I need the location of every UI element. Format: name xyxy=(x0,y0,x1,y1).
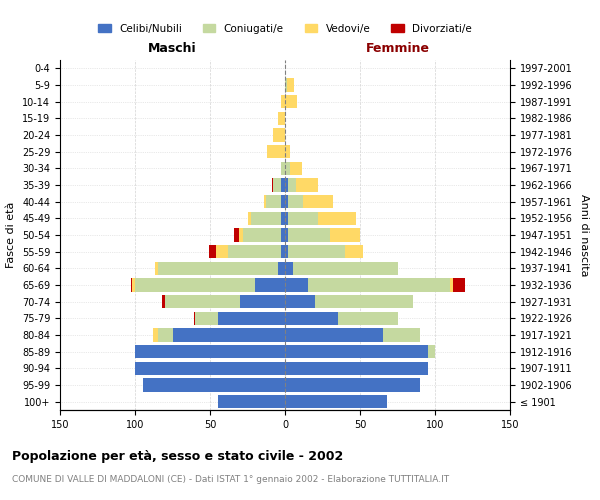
Bar xyxy=(131,278,132,291)
Bar xyxy=(277,112,285,125)
Bar xyxy=(157,262,277,275)
Y-axis label: Anni di nascita: Anni di nascita xyxy=(579,194,589,276)
Bar xyxy=(281,95,285,108)
Bar xyxy=(293,262,398,275)
Bar xyxy=(155,262,157,275)
Bar xyxy=(288,228,330,241)
Bar xyxy=(285,212,288,225)
Bar xyxy=(228,245,281,258)
Bar xyxy=(303,195,333,208)
Y-axis label: Fasce di età: Fasce di età xyxy=(7,202,16,268)
Bar xyxy=(285,395,387,408)
Bar xyxy=(281,162,285,175)
Bar xyxy=(153,328,157,342)
Bar xyxy=(165,295,240,308)
Bar xyxy=(450,278,453,291)
Bar xyxy=(285,328,383,342)
Bar xyxy=(218,395,285,408)
Bar xyxy=(290,162,302,175)
Bar xyxy=(345,245,363,258)
Bar xyxy=(281,245,285,258)
Bar xyxy=(193,312,195,325)
Bar xyxy=(173,328,285,342)
Bar xyxy=(285,312,337,325)
Bar xyxy=(135,345,285,358)
Bar xyxy=(285,162,290,175)
Bar xyxy=(267,145,285,158)
Text: COMUNE DI VALLE DI MADDALONI (CE) - Dati ISTAT 1° gennaio 2002 - Elaborazione TU: COMUNE DI VALLE DI MADDALONI (CE) - Dati… xyxy=(12,475,449,484)
Bar xyxy=(308,278,450,291)
Bar xyxy=(281,195,285,208)
Bar xyxy=(143,378,285,392)
Bar xyxy=(240,295,285,308)
Bar xyxy=(285,195,288,208)
Bar xyxy=(264,195,265,208)
Bar xyxy=(248,212,251,225)
Legend: Celibi/Nubili, Coniugati/e, Vedovi/e, Divorziati/e: Celibi/Nubili, Coniugati/e, Vedovi/e, Di… xyxy=(94,20,476,38)
Bar xyxy=(243,228,281,241)
Bar xyxy=(157,328,173,342)
Bar xyxy=(135,362,285,375)
Bar xyxy=(195,312,218,325)
Bar xyxy=(285,378,420,392)
Bar xyxy=(288,212,318,225)
Bar xyxy=(285,362,427,375)
Bar xyxy=(251,212,281,225)
Bar xyxy=(132,278,135,291)
Text: Popolazione per età, sesso e stato civile - 2002: Popolazione per età, sesso e stato civil… xyxy=(12,450,343,463)
Bar xyxy=(285,295,315,308)
Bar xyxy=(281,212,285,225)
Bar xyxy=(281,178,285,192)
Bar xyxy=(330,228,360,241)
Bar xyxy=(218,312,285,325)
Bar xyxy=(337,312,398,325)
Bar xyxy=(285,278,308,291)
Bar xyxy=(277,262,285,275)
Bar xyxy=(285,262,293,275)
Bar xyxy=(255,278,285,291)
Bar xyxy=(216,245,228,258)
Bar xyxy=(265,195,281,208)
Bar xyxy=(318,212,355,225)
Bar xyxy=(296,178,318,192)
Bar xyxy=(285,245,288,258)
Bar xyxy=(285,95,297,108)
Bar xyxy=(288,195,303,208)
Bar xyxy=(315,295,413,308)
Bar xyxy=(427,345,435,358)
Bar xyxy=(383,328,420,342)
Bar xyxy=(135,278,255,291)
Bar xyxy=(281,228,285,241)
Bar xyxy=(209,245,216,258)
Bar xyxy=(288,245,345,258)
Bar xyxy=(285,145,290,158)
Bar xyxy=(453,278,465,291)
Text: Maschi: Maschi xyxy=(148,42,197,55)
Bar xyxy=(239,228,243,241)
Bar xyxy=(285,228,288,241)
Bar xyxy=(287,78,294,92)
Text: Femmine: Femmine xyxy=(365,42,430,55)
Bar xyxy=(285,78,287,92)
Bar xyxy=(273,178,281,192)
Bar xyxy=(271,178,273,192)
Bar xyxy=(285,178,288,192)
Bar xyxy=(288,178,296,192)
Bar xyxy=(162,295,165,308)
Bar xyxy=(285,345,427,358)
Bar xyxy=(273,128,285,141)
Bar xyxy=(234,228,239,241)
